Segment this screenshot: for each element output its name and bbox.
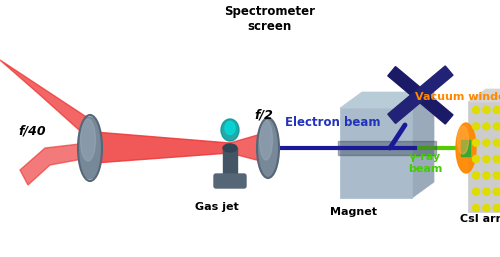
Ellipse shape <box>483 172 490 179</box>
Bar <box>388 67 453 124</box>
Ellipse shape <box>472 123 480 130</box>
Text: f/2: f/2 <box>254 108 273 121</box>
Text: Magnet: Magnet <box>330 207 377 217</box>
Ellipse shape <box>258 119 278 177</box>
Ellipse shape <box>493 106 500 114</box>
Ellipse shape <box>493 139 500 146</box>
Text: f/40: f/40 <box>18 125 46 138</box>
Text: Spectrometer
screen: Spectrometer screen <box>224 5 316 33</box>
Polygon shape <box>412 92 434 198</box>
Polygon shape <box>20 143 88 185</box>
Ellipse shape <box>483 106 490 114</box>
Text: Gas jet: Gas jet <box>195 202 239 212</box>
Ellipse shape <box>225 122 235 134</box>
Polygon shape <box>95 132 230 163</box>
Ellipse shape <box>223 144 237 152</box>
Ellipse shape <box>221 119 239 141</box>
Polygon shape <box>0 60 88 138</box>
Ellipse shape <box>472 139 480 146</box>
Ellipse shape <box>483 155 490 162</box>
Ellipse shape <box>79 117 101 179</box>
Ellipse shape <box>493 188 500 195</box>
Ellipse shape <box>493 123 500 130</box>
Ellipse shape <box>472 155 480 162</box>
Ellipse shape <box>472 205 480 212</box>
Ellipse shape <box>493 172 500 179</box>
Text: γ-ray
beam: γ-ray beam <box>408 152 442 174</box>
Ellipse shape <box>472 106 480 114</box>
Text: Vacuum window: Vacuum window <box>415 92 500 102</box>
Ellipse shape <box>456 123 476 173</box>
Text: CsI array: CsI array <box>460 214 500 224</box>
Ellipse shape <box>458 126 468 154</box>
Polygon shape <box>230 132 268 163</box>
Ellipse shape <box>472 172 480 179</box>
Ellipse shape <box>483 139 490 146</box>
Ellipse shape <box>260 120 272 160</box>
Ellipse shape <box>493 205 500 212</box>
FancyBboxPatch shape <box>214 174 246 188</box>
Ellipse shape <box>483 205 490 212</box>
Bar <box>461 140 470 156</box>
Bar <box>468 102 500 212</box>
Bar <box>388 66 453 123</box>
Ellipse shape <box>472 188 480 195</box>
Bar <box>223 148 237 178</box>
Bar <box>338 141 436 155</box>
Ellipse shape <box>493 155 500 162</box>
Ellipse shape <box>483 188 490 195</box>
Polygon shape <box>340 92 434 108</box>
Bar <box>340 108 412 198</box>
Ellipse shape <box>80 119 96 161</box>
Polygon shape <box>468 89 500 102</box>
Text: Electron beam: Electron beam <box>285 116 380 129</box>
Ellipse shape <box>483 123 490 130</box>
